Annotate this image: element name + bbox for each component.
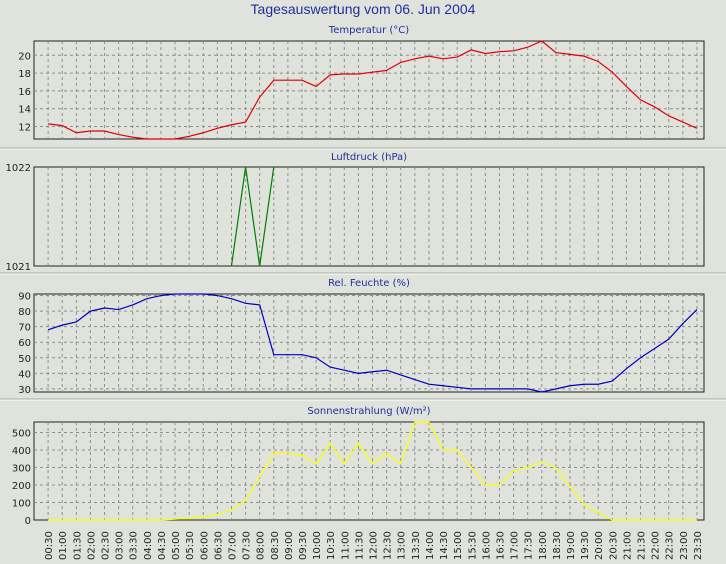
page-title: Tagesauswertung vom 06. Jun 2004: [250, 1, 476, 17]
x-tick-label: 02:30: [101, 531, 112, 560]
x-tick-label: 22:30: [665, 531, 676, 560]
x-tick-label: 06:30: [213, 531, 224, 560]
y-tick-label: 14: [18, 105, 31, 116]
x-tick-label: 09:30: [298, 531, 309, 560]
x-tick-label: 15:00: [453, 531, 464, 560]
x-tick-label: 09:00: [284, 531, 295, 560]
x-tick-label: 18:00: [538, 531, 549, 560]
y-tick-label: 0: [25, 516, 31, 527]
plot-frame: [33, 166, 705, 267]
y-tick-label: 80: [18, 307, 31, 318]
y-tick-label: 200: [12, 481, 31, 492]
x-tick-label: 17:30: [524, 531, 535, 560]
x-tick-label: 03:00: [115, 531, 126, 560]
y-tick-label: 400: [12, 446, 31, 457]
x-tick-label: 08:00: [256, 531, 267, 560]
x-tick-label: 23:30: [693, 531, 704, 560]
y-tick-label: 500: [12, 429, 31, 440]
x-tick-label: 05:00: [171, 531, 182, 560]
y-tick-label: 18: [18, 69, 31, 80]
y-tick-label: 50: [18, 354, 31, 365]
x-tick-label: 20:30: [608, 531, 619, 560]
y-tick-label: 300: [12, 464, 31, 475]
x-tick-label: 18:30: [552, 531, 563, 560]
x-tick-label: 21:00: [622, 531, 633, 560]
y-tick-label: 40: [18, 369, 31, 380]
series-line: [48, 421, 697, 521]
x-tick-label: 07:00: [227, 531, 238, 560]
y-tick-label: 20: [18, 51, 31, 62]
x-tick-label: 03:30: [129, 531, 140, 560]
panel-title: Luftdruck (hPa): [331, 152, 407, 163]
x-tick-label: 20:00: [594, 531, 605, 560]
x-tick-label: 19:00: [566, 531, 577, 560]
x-tick-label: 13:30: [411, 531, 422, 560]
x-tick-label: 06:00: [199, 531, 210, 560]
y-tick-label: 60: [18, 338, 31, 349]
x-tick-label: 10:00: [312, 531, 323, 560]
series-line: [47, 293, 698, 393]
x-tick-label: 16:30: [495, 531, 506, 560]
y-tick-label: 1022: [6, 163, 31, 174]
x-tick-label: 04:30: [157, 531, 168, 560]
panel-title: Rel. Feuchte (%): [328, 278, 410, 289]
plot-frame: [33, 421, 705, 521]
x-tick-label: 14:30: [439, 531, 450, 560]
x-tick-label: 12:00: [369, 531, 380, 560]
x-tick-label: 22:00: [651, 531, 662, 560]
x-tick-label: 01:30: [72, 531, 83, 560]
y-tick-label: 1021: [6, 262, 31, 273]
y-tick-label: 30: [18, 385, 31, 396]
x-tick-label: 11:00: [340, 531, 351, 560]
y-tick-label: 16: [18, 87, 31, 98]
y-tick-label: 12: [18, 123, 31, 134]
x-tick-label: 23:00: [679, 531, 690, 560]
series-line: [48, 40, 698, 140]
x-tick-label: 05:30: [185, 531, 196, 560]
x-tick-label: 17:00: [510, 531, 521, 560]
x-tick-label: 04:00: [143, 531, 154, 560]
x-tick-label: 00:30: [44, 531, 55, 560]
x-tick-label: 15:30: [467, 531, 478, 560]
plot-frame: [33, 40, 705, 140]
series-line: [230, 166, 275, 267]
plot-frame: [33, 293, 705, 393]
y-tick-label: 90: [18, 292, 31, 303]
x-tick-label: 13:00: [397, 531, 408, 560]
y-tick-label: 70: [18, 323, 31, 334]
x-tick-label: 08:30: [270, 531, 281, 560]
x-tick-label: 02:00: [86, 531, 97, 560]
panel-title: Sonnenstrahlung (W/m²): [307, 406, 430, 417]
x-tick-label: 12:30: [383, 531, 394, 560]
x-tick-label: 21:30: [637, 531, 648, 560]
panel-title: Temperatur (°C): [328, 25, 409, 36]
y-tick-label: 100: [12, 499, 31, 510]
x-tick-label: 01:00: [58, 531, 69, 560]
x-tick-label: 11:30: [354, 531, 365, 560]
x-tick-label: 16:00: [481, 531, 492, 560]
x-tick-label: 10:30: [326, 531, 337, 560]
x-tick-label: 07:30: [242, 531, 253, 560]
x-tick-label: 19:30: [580, 531, 591, 560]
x-tick-label: 14:00: [425, 531, 436, 560]
